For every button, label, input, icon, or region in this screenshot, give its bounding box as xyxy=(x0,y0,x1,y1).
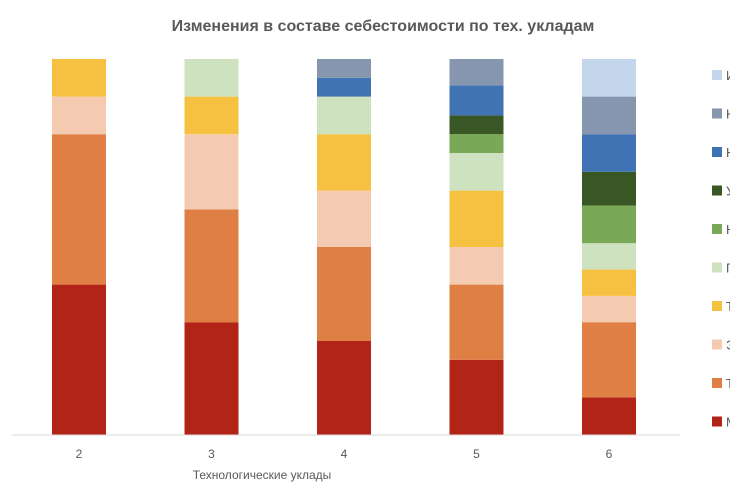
bar-segment-3-series-3 xyxy=(184,134,239,210)
bar-segment-4-series-8 xyxy=(317,77,371,97)
bar-segment-4-series-5 xyxy=(317,96,371,135)
legend: И Н Н У Н П Т Э Т М xyxy=(712,68,730,430)
legend-label-3: Н xyxy=(726,145,730,160)
x-axis-label: Технологические уклады xyxy=(193,468,332,482)
bar-segment-5-series-9 xyxy=(449,59,504,86)
legend-label-1: И xyxy=(726,68,730,83)
bars xyxy=(52,59,636,435)
legend-label-4: У xyxy=(726,184,730,199)
bar-segment-4-series-1 xyxy=(317,341,371,435)
legend-label-9: Т xyxy=(726,376,730,391)
bar-segment-6-series-3 xyxy=(582,295,636,323)
legend-swatch-4 xyxy=(712,185,722,196)
bar-segment-6-series-9 xyxy=(582,96,636,135)
bar-segment-6-series-1 xyxy=(582,397,636,435)
bar-segment-4-series-9 xyxy=(317,59,371,78)
bar-segment-6-series-2 xyxy=(582,322,636,398)
bar-segment-5-series-1 xyxy=(449,359,504,435)
bar-segment-6-series-7 xyxy=(582,171,636,206)
x-tick-label-3: 3 xyxy=(208,447,215,461)
x-tick-label-5: 5 xyxy=(473,447,480,461)
bar-segment-5-series-5 xyxy=(449,153,504,191)
bar-segment-5-series-8 xyxy=(449,85,504,116)
legend-swatch-9 xyxy=(712,378,722,388)
bar-segment-6-series-8 xyxy=(582,134,636,172)
bar-segment-4-series-2 xyxy=(317,247,371,341)
bar-segment-4-series-3 xyxy=(317,190,371,247)
legend-swatch-5 xyxy=(712,224,722,234)
legend-swatch-1 xyxy=(712,70,722,80)
bar-segment-3-series-5 xyxy=(184,59,239,97)
legend-swatch-8 xyxy=(712,339,722,350)
bar-segment-5-series-6 xyxy=(449,134,504,153)
bar-segment-4-series-4 xyxy=(317,134,371,191)
bar-segment-3-series-4 xyxy=(184,96,239,135)
bar-segment-6-series-10 xyxy=(582,59,636,97)
legend-swatch-6 xyxy=(712,262,722,273)
bar-segment-5-series-3 xyxy=(449,247,504,285)
legend-label-10: М xyxy=(726,415,730,430)
x-ticks: 2 3 4 5 6 xyxy=(76,447,613,461)
bar-segment-6-series-5 xyxy=(582,243,636,270)
bar-segment-2-series-2 xyxy=(52,134,106,285)
bar-segment-2-series-3 xyxy=(52,96,106,135)
legend-label-6: П xyxy=(726,261,730,276)
legend-swatch-10 xyxy=(712,416,722,427)
legend-swatch-2 xyxy=(712,108,722,119)
legend-swatch-3 xyxy=(712,147,722,157)
legend-label-7: Т xyxy=(726,299,730,314)
x-tick-label-4: 4 xyxy=(341,447,348,461)
legend-label-8: Э xyxy=(726,338,730,353)
bar-segment-5-series-7 xyxy=(449,115,504,135)
bar-segment-3-series-1 xyxy=(184,322,239,435)
bar-segment-3-series-2 xyxy=(184,209,239,323)
bar-segment-6-series-6 xyxy=(582,205,636,244)
legend-label-5: Н xyxy=(726,222,730,237)
bar-segment-2-series-1 xyxy=(52,284,106,435)
bar-segment-6-series-4 xyxy=(582,269,636,296)
x-tick-label-2: 2 xyxy=(76,447,83,461)
chart-title: Изменения в составе себестоимости по тех… xyxy=(172,18,595,35)
bar-segment-2-series-4 xyxy=(52,59,106,97)
x-tick-label-6: 6 xyxy=(606,447,613,461)
legend-swatch-7 xyxy=(712,301,722,311)
bar-segment-5-series-2 xyxy=(449,284,504,360)
bar-segment-5-series-4 xyxy=(449,190,504,247)
legend-label-2: Н xyxy=(726,107,730,122)
